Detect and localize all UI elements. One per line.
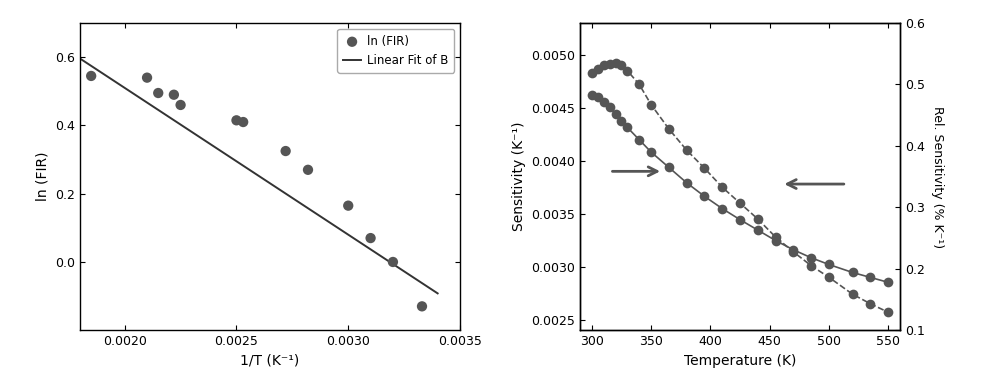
ln (FIR): [414, 303, 430, 310]
ln (FIR): [83, 73, 99, 79]
ln (FIR): [173, 102, 189, 108]
ln (FIR): [166, 92, 182, 98]
ln (FIR): [235, 119, 251, 125]
ln (FIR): [150, 90, 166, 96]
ln (FIR): [363, 235, 379, 241]
ln (FIR): [139, 74, 155, 81]
Y-axis label: Sensitivity (K⁻¹): Sensitivity (K⁻¹): [512, 122, 526, 232]
ln (FIR): [228, 117, 244, 123]
X-axis label: Temperature (K): Temperature (K): [684, 354, 796, 367]
ln (FIR): [340, 203, 356, 209]
ln (FIR): [385, 259, 401, 265]
Y-axis label: ln (FIR): ln (FIR): [36, 152, 50, 201]
ln (FIR): [300, 167, 316, 173]
Y-axis label: Rel. Sensitivity (% K⁻¹): Rel. Sensitivity (% K⁻¹): [931, 106, 944, 248]
ln (FIR): [278, 148, 294, 154]
X-axis label: 1/T (K⁻¹): 1/T (K⁻¹): [240, 354, 300, 367]
Legend: ln (FIR), Linear Fit of B: ln (FIR), Linear Fit of B: [337, 29, 454, 73]
